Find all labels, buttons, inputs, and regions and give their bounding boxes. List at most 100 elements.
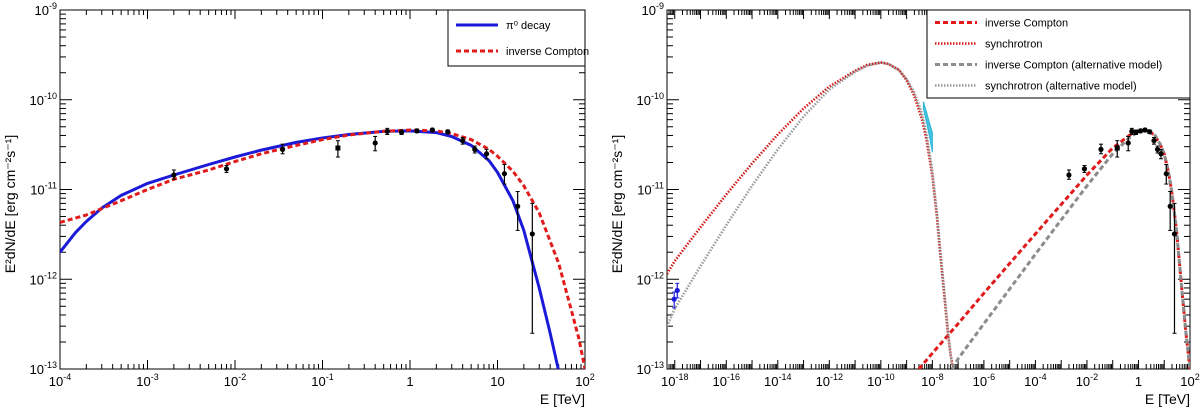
- right-x-tick-base: 10: [713, 374, 727, 389]
- left-data-point: [529, 231, 535, 237]
- left-data-point: [398, 129, 405, 135]
- left-data-point: [280, 146, 286, 152]
- right-legend-label: inverse Compton (alternative model): [985, 60, 1162, 72]
- left-x-tick-label: 10-1: [311, 372, 333, 389]
- right-x-tick-exp: -10: [882, 372, 895, 382]
- left-x-axis-label: E [TeV]: [540, 391, 585, 407]
- left-series-decay: [60, 129, 560, 369]
- right-data-point: [1158, 151, 1164, 157]
- left-x-tick-label: 10: [490, 374, 504, 389]
- right-x-tick-exp: -6: [987, 372, 995, 382]
- left-x-tick-base: 1: [406, 374, 413, 389]
- right-x-tick-exp: 2: [1195, 372, 1200, 382]
- right-data-point: [1154, 146, 1161, 152]
- right-x-tick-label: 10-4: [1024, 372, 1046, 389]
- right-series-inverse-compton-alternative-model: [951, 128, 1190, 369]
- right-data-point: [1066, 172, 1072, 178]
- left-y-tick-label: 10-11: [30, 181, 57, 198]
- right-y-tick-label: 10-10: [637, 91, 664, 108]
- right-y-tick-label: 10-9: [642, 1, 664, 18]
- right-plot-area: [667, 61, 1190, 369]
- left-x-tick-exp: -2: [238, 372, 246, 382]
- left-plot-area: [60, 127, 585, 369]
- left-x-tick-label: 1: [406, 374, 413, 389]
- left-y-tick-base: 10: [30, 272, 44, 287]
- right-legend: inverse Compton synchrotron inverse Compto…: [926, 9, 1191, 99]
- right-y-tick-base: 10: [637, 183, 651, 198]
- right-legend-box: [926, 9, 1191, 99]
- right-x-tick-exp: -2: [1090, 372, 1098, 382]
- left-x-tick-label: 10-2: [224, 372, 246, 389]
- left-y-tick-base: 10: [30, 362, 44, 377]
- left-x-tick-label: 10-4: [49, 372, 71, 389]
- right-data-point: [1137, 128, 1144, 134]
- right-legend-label: synchrotron (alternative model): [985, 81, 1137, 93]
- right-data-point: [1129, 128, 1135, 134]
- left-series-inverse-compton: [60, 128, 585, 369]
- right-data-point: [1163, 171, 1169, 177]
- right-data-point: [1146, 129, 1153, 135]
- right-x-tick-label: 10-18: [661, 372, 688, 389]
- left-x-tick-base: 10: [490, 374, 504, 389]
- right-radio-data-point: [671, 296, 677, 302]
- left-y-tick-label: 10-13: [30, 360, 57, 377]
- right-x-tick-exp: -18: [675, 372, 688, 382]
- left-y-axis-label: E²dN/dE [erg cm⁻²s⁻¹]: [2, 135, 18, 273]
- right-data-point: [1125, 140, 1131, 146]
- right-x-tick-label: 10-12: [816, 372, 843, 389]
- right-y-tick-base: 10: [637, 272, 651, 287]
- left-data-point: [223, 166, 230, 172]
- left-data-point: [335, 145, 341, 151]
- right-data-point: [1151, 138, 1157, 144]
- right-data-point: [1167, 203, 1173, 209]
- left-data-point: [515, 203, 521, 209]
- left-x-tick-base: 10: [49, 374, 63, 389]
- right-x-tick-base: 10: [1024, 374, 1038, 389]
- right-x-tick-base: 10: [973, 374, 987, 389]
- right-y-tick-exp: -13: [651, 360, 664, 370]
- right-x-tick-base: 10: [764, 374, 778, 389]
- right-x-tick-base: 10: [816, 374, 830, 389]
- right-x-tick-exp: -12: [830, 372, 843, 382]
- right-legend-label: inverse Compton: [985, 18, 1068, 30]
- right-data-point: [1142, 127, 1148, 133]
- right-y-tick-label: 10-13: [637, 360, 664, 377]
- right-y-axis-label: E²dN/dE [erg cm⁻²s⁻¹]: [609, 135, 625, 273]
- left-x-tick-label: 102: [575, 372, 594, 389]
- xray-butterfly-band: [922, 101, 933, 153]
- left-x-tick-exp: -4: [63, 372, 71, 382]
- left-data-point: [445, 129, 451, 135]
- left-legend-label: inverse Compton: [506, 46, 589, 58]
- right-panel: E [TeV] E²dN/dE [erg cm⁻²s⁻¹] 10-18 10-16…: [609, 1, 1200, 407]
- right-y-tick-base: 10: [637, 362, 651, 377]
- right-data-point: [1171, 231, 1178, 237]
- left-x-tick-base: 10: [311, 374, 325, 389]
- left-data-point: [171, 172, 177, 178]
- right-x-tick-label: 10-14: [764, 372, 791, 389]
- right-x-tick-exp: -4: [1039, 372, 1047, 382]
- right-x-tick-label: 1: [1135, 374, 1142, 389]
- right-x-tick-label: 10-10: [867, 372, 894, 389]
- left-data-point: [384, 128, 390, 134]
- right-x-tick-label: 102: [1180, 372, 1199, 389]
- right-data-point: [1114, 145, 1120, 151]
- left-panel: E [TeV] E²dN/dE [erg cm⁻²s⁻¹] 10-4 10-3 10…: [2, 1, 595, 407]
- right-data-point: [1081, 166, 1088, 172]
- right-x-tick-base: 10: [1076, 374, 1090, 389]
- right-y-tick-label: 10-11: [637, 181, 664, 198]
- right-x-tick-base: 1: [1135, 374, 1142, 389]
- left-y-tick-exp: -9: [49, 1, 57, 11]
- right-y-tick-base: 10: [637, 93, 651, 108]
- left-y-tick-label: 10-12: [30, 270, 57, 287]
- right-y-tick-exp: -10: [651, 91, 664, 101]
- right-series-synchrotron-alternative-model: [667, 61, 954, 369]
- right-legend-label: synchrotron: [985, 39, 1042, 51]
- right-x-axis-label: E [TeV]: [1145, 391, 1190, 407]
- right-y-tick-exp: -9: [656, 1, 664, 11]
- left-x-tick-base: 10: [224, 374, 238, 389]
- left-data-point: [414, 128, 420, 134]
- right-x-tick-base: 10: [867, 374, 881, 389]
- left-data-point: [483, 151, 490, 157]
- left-x-tick-exp: -3: [151, 372, 159, 382]
